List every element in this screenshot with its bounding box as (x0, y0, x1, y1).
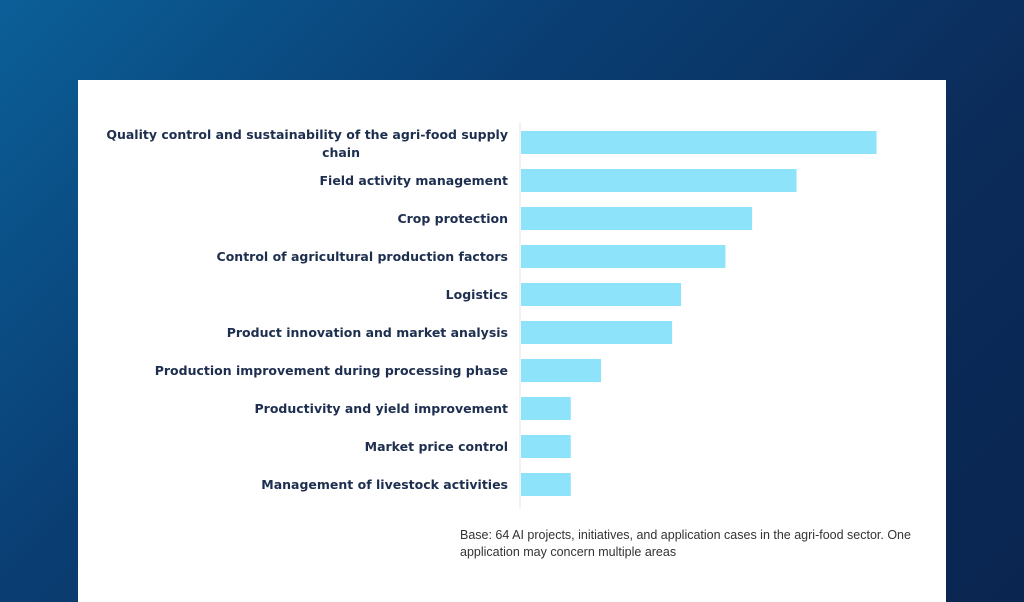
bar (521, 283, 681, 306)
category-label: Crop protection (397, 211, 508, 226)
bar-chart: Quality control and sustainability of th… (106, 122, 877, 508)
chart-panel: Quality control and sustainability of th… (78, 80, 946, 602)
bar (521, 169, 797, 192)
bar (521, 473, 571, 496)
bar (521, 245, 726, 268)
category-label: Quality control and sustainability of th… (106, 127, 508, 160)
category-label: Control of agricultural production facto… (217, 249, 508, 264)
bar (521, 435, 571, 458)
bar (521, 131, 877, 154)
category-label: Management of livestock activities (261, 477, 508, 492)
bar (521, 359, 601, 382)
category-label: Production improvement during processing… (155, 363, 508, 378)
category-label: Logistics (446, 287, 508, 302)
category-label: Field activity management (320, 173, 509, 188)
bar (521, 321, 673, 344)
chart-note: Base: 64 AI projects, initiatives, and a… (460, 528, 911, 559)
category-label: Productivity and yield improvement (255, 401, 509, 416)
category-label: Product innovation and market analysis (227, 325, 508, 340)
category-label: Market price control (365, 439, 508, 454)
bar (521, 397, 571, 420)
bar (521, 207, 753, 230)
